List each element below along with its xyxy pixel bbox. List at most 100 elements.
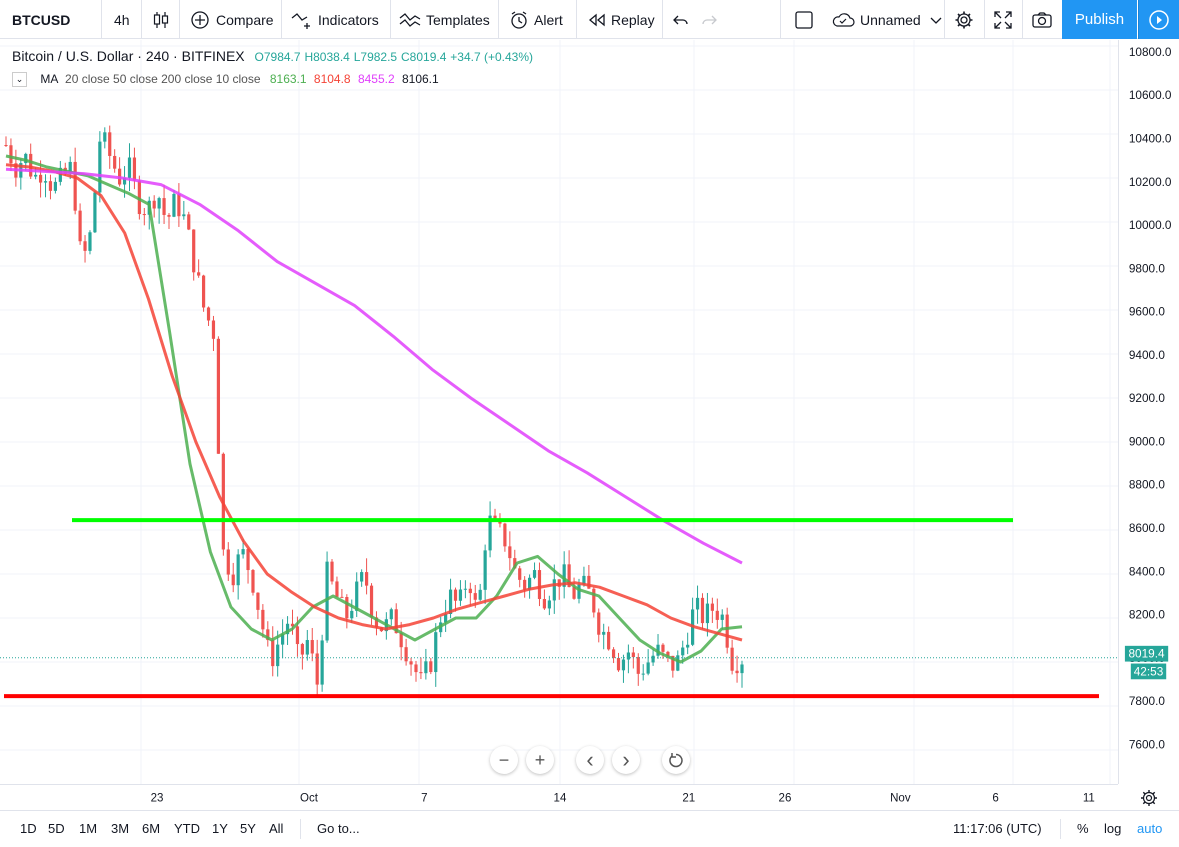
candle-body bbox=[582, 575, 586, 585]
play-circle-icon bbox=[1149, 9, 1169, 30]
price-tick-label: 8600.0 bbox=[1129, 521, 1166, 535]
auto-toggle[interactable]: auto bbox=[1137, 821, 1163, 836]
candle-body bbox=[725, 614, 729, 648]
candle-body bbox=[73, 161, 77, 211]
candle-body bbox=[681, 647, 685, 656]
candle-body bbox=[345, 597, 349, 619]
goto-button[interactable]: Go to... bbox=[317, 821, 360, 836]
top-toolbar: BTCUSD 4h Compare Indicators Templates A… bbox=[0, 0, 1179, 39]
candle-body bbox=[508, 546, 512, 559]
fullscreen-button[interactable] bbox=[993, 0, 1013, 39]
range-3m[interactable]: 3M bbox=[111, 821, 130, 836]
divider bbox=[498, 0, 499, 39]
range-1d[interactable]: 1D bbox=[20, 821, 37, 836]
candle-body bbox=[567, 564, 571, 588]
reset-chart-button[interactable] bbox=[662, 746, 690, 774]
candle-body bbox=[503, 523, 507, 547]
scroll-right-button[interactable]: › bbox=[612, 746, 640, 774]
candle-body bbox=[577, 584, 581, 599]
candle-body bbox=[340, 596, 344, 598]
camera-icon bbox=[1032, 11, 1052, 28]
price-tick-label: 9200.0 bbox=[1129, 391, 1166, 405]
replay-button[interactable]: Replay bbox=[587, 0, 655, 39]
candle-body bbox=[611, 649, 616, 658]
candle-body bbox=[730, 647, 734, 671]
layout-name-label: Unnamed bbox=[860, 11, 921, 28]
time-tick-label: 7 bbox=[421, 792, 427, 804]
candle-body bbox=[473, 593, 477, 600]
templates-icon bbox=[399, 12, 421, 27]
candle-body bbox=[399, 633, 403, 648]
percent-toggle[interactable]: % bbox=[1077, 821, 1089, 836]
divider bbox=[101, 0, 102, 39]
candle-body bbox=[246, 549, 250, 571]
play-button[interactable] bbox=[1138, 0, 1179, 39]
time-axis[interactable]: 23 Oct 7 14 21 26 Nov 6 11 bbox=[0, 784, 1118, 810]
candle-body bbox=[290, 623, 295, 627]
candle-body bbox=[98, 141, 102, 193]
interval-selector[interactable]: 4h bbox=[114, 11, 130, 28]
settings-button[interactable] bbox=[954, 0, 974, 39]
candle-body bbox=[271, 640, 275, 667]
price-axis[interactable]: 10800.0 10600.0 10400.0 10200.0 10000.0 9800.… bbox=[1118, 40, 1179, 784]
ma-params: 20 close 50 close 200 close 10 close bbox=[65, 72, 261, 86]
candle-body bbox=[468, 588, 472, 594]
candle-body bbox=[38, 174, 43, 183]
range-ytd[interactable]: YTD bbox=[174, 821, 200, 836]
chart-style-button[interactable] bbox=[152, 0, 170, 39]
symbol-search[interactable]: BTCUSD bbox=[12, 11, 71, 28]
divider bbox=[141, 0, 142, 39]
range-6m[interactable]: 6M bbox=[142, 821, 161, 836]
indicators-button[interactable]: Indicators bbox=[290, 0, 379, 39]
compare-button[interactable]: Compare bbox=[190, 0, 274, 39]
axis-settings-button[interactable] bbox=[1119, 785, 1179, 810]
range-all[interactable]: All bbox=[269, 821, 284, 836]
range-1m[interactable]: 1M bbox=[79, 821, 98, 836]
candle-body bbox=[424, 661, 428, 674]
time-tick-label: 11 bbox=[1083, 792, 1095, 804]
candle-body bbox=[458, 589, 463, 601]
layout-toggle-button[interactable] bbox=[794, 0, 814, 39]
range-5y[interactable]: 5Y bbox=[240, 821, 256, 836]
cloud-check-icon bbox=[832, 12, 855, 27]
candle-body bbox=[182, 214, 186, 217]
candle-body bbox=[414, 664, 418, 673]
candle-body bbox=[201, 275, 206, 308]
divider bbox=[390, 0, 391, 39]
redo-button[interactable] bbox=[700, 0, 718, 39]
layout-name-dropdown[interactable]: Unnamed bbox=[830, 0, 943, 39]
price-tick-label: 9400.0 bbox=[1129, 348, 1166, 362]
candle-body bbox=[261, 609, 265, 630]
snapshot-button[interactable] bbox=[1031, 0, 1053, 39]
zoom-out-button[interactable]: − bbox=[490, 746, 518, 774]
ma200-value: 8455.2 bbox=[357, 72, 395, 86]
zoom-in-button[interactable]: + bbox=[526, 746, 554, 774]
candle-body bbox=[671, 655, 675, 671]
ma-name[interactable]: MA bbox=[40, 72, 58, 86]
candle-body bbox=[132, 157, 137, 181]
alert-button[interactable]: Alert bbox=[508, 0, 563, 39]
clock[interactable]: 11:17:06 (UTC) bbox=[953, 821, 1042, 836]
candle-body bbox=[463, 588, 467, 590]
undo-button[interactable] bbox=[672, 0, 690, 39]
scroll-left-button[interactable]: ‹ bbox=[576, 746, 604, 774]
candle-body bbox=[419, 672, 423, 674]
candle-body bbox=[320, 640, 324, 685]
time-tick-label: 14 bbox=[554, 792, 567, 804]
candle-body bbox=[34, 174, 38, 177]
collapse-chevron-icon[interactable]: ⌄ bbox=[12, 72, 27, 88]
range-1y[interactable]: 1Y bbox=[212, 821, 228, 836]
log-toggle[interactable]: log bbox=[1104, 821, 1122, 836]
publish-button[interactable]: Publish bbox=[1062, 0, 1137, 39]
price-chart[interactable] bbox=[0, 40, 1118, 784]
candle-body bbox=[740, 664, 744, 674]
candle-body bbox=[256, 592, 260, 610]
candle-body bbox=[83, 241, 87, 251]
candle-body bbox=[231, 574, 235, 586]
price-tick-label: 10800.0 bbox=[1129, 45, 1172, 59]
range-5d[interactable]: 5D bbox=[48, 821, 65, 836]
ma10-value: 8106.1 bbox=[401, 72, 439, 86]
candle-body bbox=[187, 214, 191, 230]
divider bbox=[300, 819, 301, 839]
templates-button[interactable]: Templates bbox=[398, 0, 490, 39]
